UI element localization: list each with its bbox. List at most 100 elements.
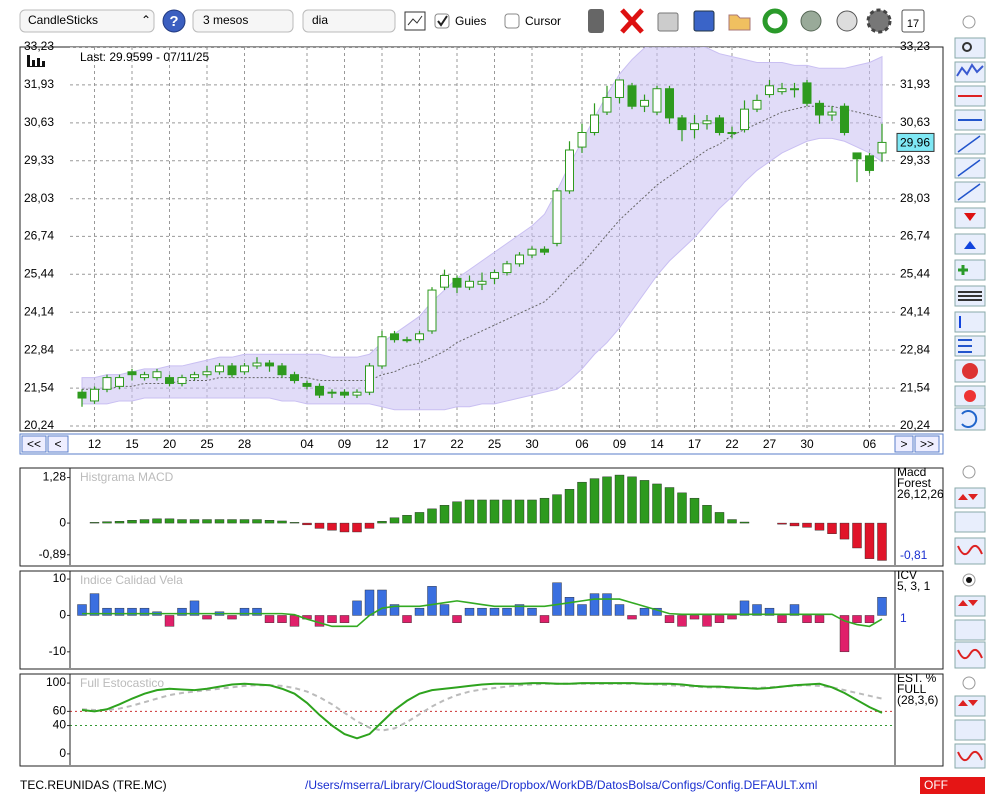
radio[interactable] — [962, 15, 976, 29]
candle-body — [852, 152, 862, 160]
y-tick-label: 0 — [59, 746, 66, 760]
candle-body — [465, 280, 474, 288]
candle-body — [740, 108, 749, 131]
y-tick-label: 20,24 — [24, 418, 54, 432]
bar — [514, 604, 525, 616]
delete-icon[interactable] — [620, 8, 644, 34]
x-tick-label: 27 — [763, 437, 777, 451]
candle-body — [790, 88, 799, 91]
bar — [277, 520, 287, 524]
panel-tool-buttons — [954, 487, 986, 769]
euro-icon[interactable] — [836, 10, 858, 32]
bar — [427, 508, 437, 524]
candle-body — [527, 248, 537, 256]
bar — [402, 615, 412, 623]
sync-icon[interactable] — [800, 10, 822, 32]
bar — [627, 615, 637, 620]
indicator-legend: 26,12,26 — [897, 487, 944, 501]
nav-prev-label: < — [54, 437, 61, 451]
bar — [127, 607, 137, 616]
bar — [739, 600, 750, 616]
settings-icon[interactable] — [866, 8, 892, 34]
nav-next-label: > — [900, 437, 907, 451]
bar — [502, 607, 512, 616]
nav-prev[interactable] — [47, 435, 69, 453]
help-button[interactable] — [162, 9, 186, 33]
navigation-bar: << < > >> — [19, 433, 944, 455]
interval-select[interactable] — [302, 9, 396, 33]
bar — [264, 615, 275, 623]
tool-icon — [957, 544, 983, 762]
bar — [564, 489, 575, 524]
candle-body — [827, 111, 837, 116]
y-tick-label: 1,28 — [43, 470, 67, 484]
y-tick-label-right: 25,44 — [900, 266, 930, 280]
plot — [77, 47, 887, 411]
bar — [802, 615, 812, 623]
open-icon[interactable] — [728, 14, 751, 31]
candle-body — [252, 362, 262, 367]
y-tick-label-right: 29,33 — [900, 153, 930, 167]
bar — [602, 593, 612, 616]
nav-first[interactable] — [21, 435, 47, 453]
nav-last[interactable] — [914, 435, 940, 453]
bar — [539, 615, 550, 623]
candle-body — [615, 79, 624, 98]
nav-next[interactable] — [894, 435, 914, 453]
bar — [364, 589, 375, 616]
indicator-legend: Forest — [897, 476, 932, 490]
bar — [389, 604, 400, 616]
indicator-line — [82, 598, 883, 628]
mode-badge[interactable] — [920, 777, 985, 794]
indicator-title: Indice Calidad Vela — [80, 573, 183, 587]
bar — [677, 615, 687, 627]
bar — [127, 520, 137, 524]
config-path[interactable]: /Users/mserra/Library/CloudStorage/Dropb… — [305, 778, 817, 792]
chart-type-select[interactable] — [19, 9, 155, 33]
print-icon[interactable] — [657, 12, 679, 32]
bar — [352, 600, 362, 616]
refresh-icon[interactable] — [762, 8, 788, 34]
save-icon[interactable] — [693, 10, 715, 32]
candle-body — [702, 120, 712, 125]
candle-body — [777, 88, 787, 93]
last-price-box — [896, 132, 935, 152]
bar — [327, 615, 337, 623]
x-tick-label: 28 — [238, 437, 252, 451]
candle-body — [515, 254, 524, 265]
period-select[interactable] — [192, 9, 294, 33]
candle-body — [752, 99, 762, 110]
tool-icon — [964, 241, 976, 249]
bar — [164, 518, 175, 524]
plot — [89, 474, 887, 561]
radio[interactable] — [962, 465, 976, 479]
chart-icon-line — [407, 15, 423, 26]
nav-last-label: >> — [920, 437, 934, 451]
cursor-checkbox[interactable] — [504, 13, 520, 29]
indicator-title: Full Estocastico — [80, 676, 164, 690]
last-price-label: 29,96 — [900, 136, 930, 150]
bar — [377, 589, 387, 616]
candle-body — [190, 374, 199, 379]
radio[interactable] — [962, 676, 976, 690]
x-tick-label: 12 — [88, 437, 102, 451]
x-tick-label: 20 — [163, 437, 177, 451]
bar — [177, 607, 187, 616]
bar — [539, 497, 550, 524]
bar — [814, 522, 825, 531]
bar — [552, 494, 562, 524]
bar — [289, 615, 300, 627]
y-tick-label-right: 22,84 — [900, 342, 930, 356]
calendar-icon[interactable] — [901, 9, 925, 33]
x-tick-label: 25 — [200, 437, 214, 451]
y-tick-label: 28,03 — [24, 191, 54, 205]
bar — [614, 604, 625, 616]
bar — [77, 604, 87, 616]
y-tick-label: 40 — [53, 718, 67, 732]
indicator-legend: FULL — [897, 682, 927, 696]
bar — [664, 615, 675, 623]
candle-body — [215, 365, 224, 373]
nav-frame — [19, 433, 944, 455]
trash-icon[interactable] — [588, 9, 604, 33]
